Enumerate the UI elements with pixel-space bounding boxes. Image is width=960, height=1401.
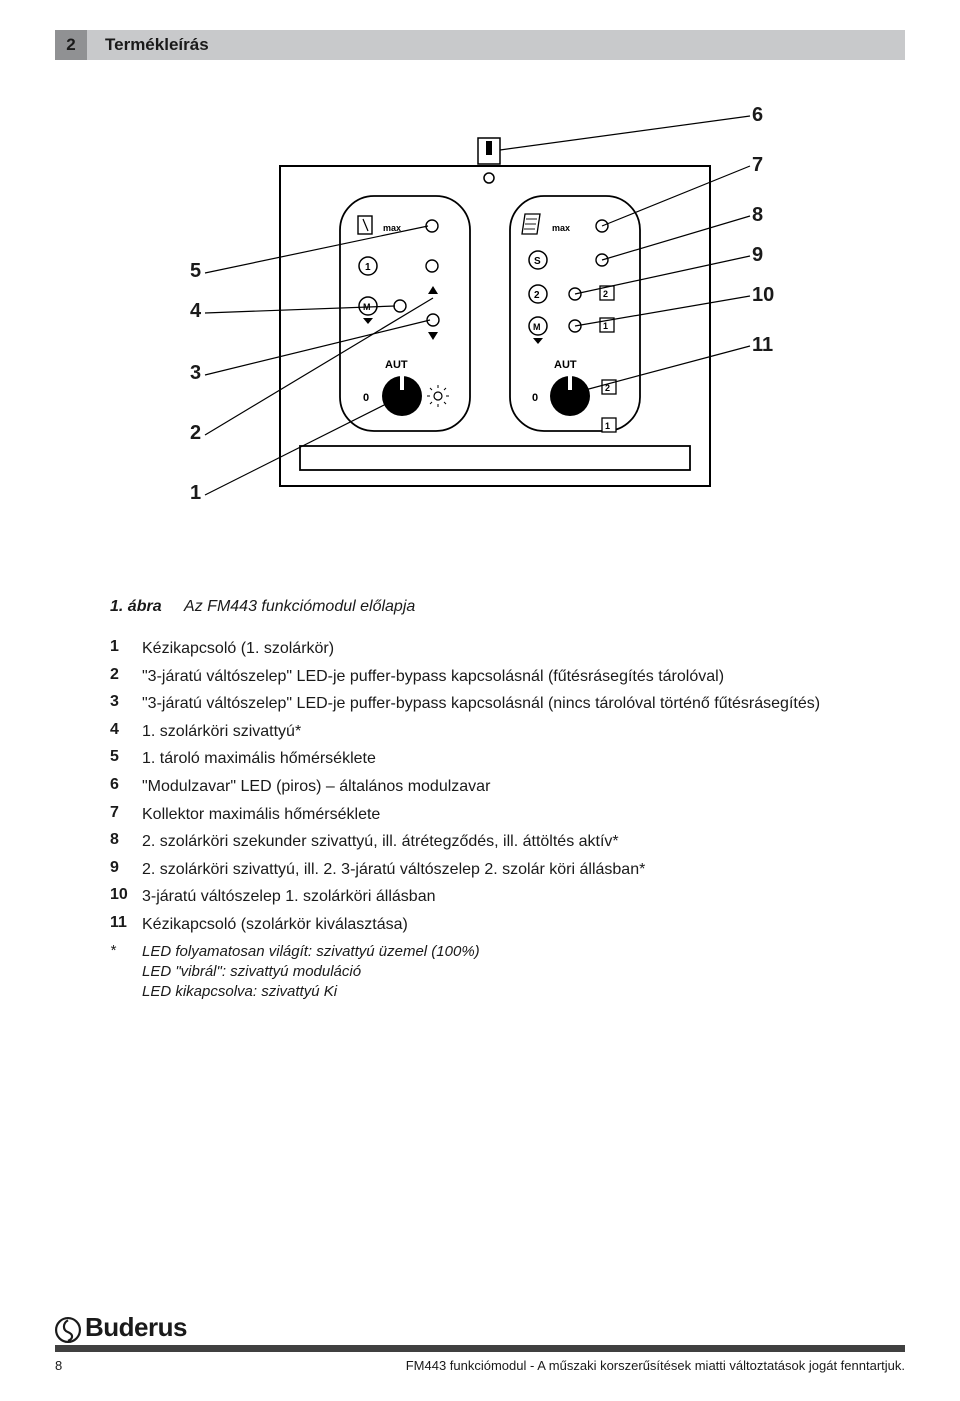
legend-item: 51. tároló maximális hőmérséklete — [110, 748, 905, 770]
svg-text:2: 2 — [603, 289, 608, 299]
callout-2: 2 — [190, 422, 201, 445]
svg-text:AUT: AUT — [554, 359, 577, 371]
legend-footnote: * LED folyamatosan világít: szivattyú üz… — [110, 942, 905, 1003]
svg-text:0: 0 — [532, 392, 538, 404]
callout-11: 11 — [752, 334, 773, 357]
buderus-logo-icon — [55, 1317, 81, 1343]
svg-text:AUT: AUT — [385, 359, 408, 371]
callout-10: 10 — [752, 284, 774, 307]
svg-text:max: max — [552, 223, 570, 233]
chapter-title: Termékleírás — [87, 35, 209, 55]
legend-item: 1Kézikapcsoló (1. szolárkör) — [110, 638, 905, 660]
legend-list: 1Kézikapcsoló (1. szolárkör) 2"3-járatú … — [110, 638, 905, 1002]
legend-footnote-line: LED folyamatosan világít: szivattyú üzem… — [142, 942, 905, 962]
callout-1: 1 — [190, 482, 201, 505]
brand-logo: Buderus — [55, 1312, 187, 1343]
legend-item: 92. szolárköri szivattyú, ill. 2. 3-jára… — [110, 859, 905, 881]
legend-footnote-line: LED kikapcsolva: szivattyú Ki — [142, 982, 905, 1002]
legend-item: 103-járatú váltószelep 1. szolárköri áll… — [110, 886, 905, 908]
callout-9: 9 — [752, 244, 763, 267]
callout-5: 5 — [190, 260, 201, 283]
svg-text:1: 1 — [365, 262, 371, 273]
callout-4: 4 — [190, 300, 201, 323]
legend-item: 11Kézikapcsoló (szolárkör kiválasztása) — [110, 914, 905, 936]
svg-text:max: max — [383, 223, 401, 233]
figure-caption-number: 1. ábra — [110, 598, 162, 615]
footer-text: FM443 funkciómodul - A műszaki korszerűs… — [406, 1358, 905, 1373]
chapter-number: 2 — [55, 30, 87, 60]
page-number: 8 — [55, 1358, 62, 1373]
callout-6: 6 — [752, 104, 763, 127]
figure-caption: 1. ábra Az FM443 funkciómodul előlapja — [110, 598, 905, 616]
callout-3: 3 — [190, 362, 201, 385]
svg-text:1: 1 — [605, 421, 610, 431]
chapter-header: 2 Termékleírás — [55, 30, 905, 60]
legend-item: 6"Modulzavar" LED (piros) – általános mo… — [110, 776, 905, 798]
svg-text:M: M — [533, 322, 541, 332]
svg-text:2: 2 — [534, 290, 540, 301]
figure-caption-text: Az FM443 funkciómodul előlapja — [184, 598, 415, 615]
svg-text:1: 1 — [603, 321, 608, 331]
legend-item: 3"3-járatú váltószelep" LED-je puffer-by… — [110, 693, 905, 715]
diagram-svg: max 1 M AUT 0 — [100, 88, 830, 568]
callout-8: 8 — [752, 204, 763, 227]
legend-item: 41. szolárköri szivattyú* — [110, 721, 905, 743]
callout-7: 7 — [752, 154, 763, 177]
legend-footnote-line: LED "vibrál": szivattyú moduláció — [142, 962, 905, 982]
brand-logo-text: Buderus — [85, 1312, 187, 1343]
svg-text:S: S — [534, 256, 541, 267]
legend-item: 2"3-járatú váltószelep" LED-je puffer-by… — [110, 666, 905, 688]
figure-diagram: max 1 M AUT 0 — [100, 88, 830, 568]
page-footer: 8 FM443 funkciómodul - A műszaki korszer… — [55, 1345, 905, 1373]
legend-item: 82. szolárköri szekunder szivattyú, ill.… — [110, 831, 905, 853]
legend-item: 7Kollektor maximális hőmérséklete — [110, 804, 905, 826]
svg-text:0: 0 — [363, 392, 369, 404]
